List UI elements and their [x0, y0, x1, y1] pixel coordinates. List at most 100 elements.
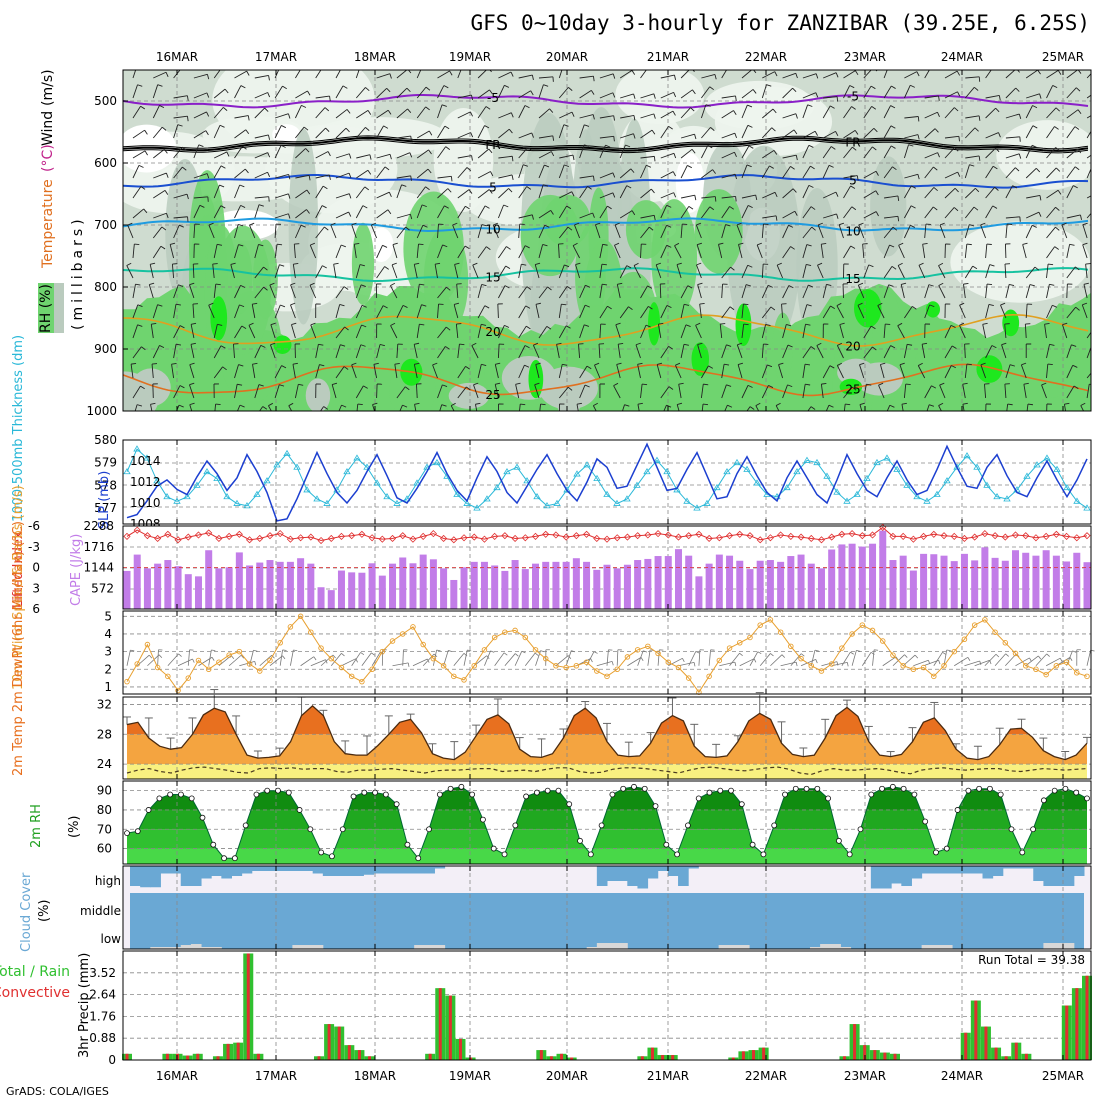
wind-barb-flag — [966, 243, 972, 246]
wind-speed-marker — [1063, 659, 1070, 665]
wind-barb-flag — [1049, 343, 1055, 346]
wind-barb-flag — [206, 173, 210, 179]
wind-barb — [189, 284, 195, 299]
wind-barb — [924, 128, 936, 139]
high-cloud-bar — [404, 866, 415, 874]
wind-barb-flag — [1034, 266, 1040, 271]
surface-wind-barb — [177, 658, 193, 667]
low-cloud-bar — [728, 945, 740, 949]
wind-barb-flag — [649, 67, 653, 70]
surface-wind-barb-flag — [282, 649, 287, 651]
wind-barb-flag — [994, 186, 999, 191]
lifted-index-marker — [583, 530, 591, 538]
wind-barb-flag — [729, 306, 735, 311]
wind-barb — [721, 110, 734, 119]
cape-bar — [194, 576, 202, 609]
lifted-index-marker — [562, 533, 570, 541]
wind-barb — [193, 173, 208, 179]
wind-barb-flag — [419, 283, 425, 286]
wind-barb — [959, 305, 966, 319]
wind-barb — [660, 205, 668, 219]
rh-dry-region — [996, 120, 1091, 190]
thickness-marker — [973, 463, 981, 470]
pressure-tick-label: 900 — [94, 342, 117, 356]
rh-marker — [361, 789, 368, 796]
rh-marker — [404, 841, 411, 848]
wind-barb-flag — [880, 362, 886, 365]
wind-barb-flag — [544, 164, 550, 168]
wind-barb-flag — [361, 304, 367, 308]
surface-wind-barb-flag — [734, 662, 737, 667]
cape-tick-label: 1716 — [83, 540, 114, 554]
lifted-index-marker — [1042, 532, 1050, 540]
wind-barb — [965, 155, 980, 159]
wind-barb-flag — [866, 383, 872, 386]
precip-convective-bar — [994, 1047, 998, 1060]
low-cloud-bar — [738, 945, 750, 949]
wind-barb-flag — [564, 164, 570, 168]
wind-barb-flag — [504, 285, 510, 289]
wind-barb — [518, 325, 527, 339]
cape-bar — [174, 566, 182, 609]
lifted-index-marker — [450, 536, 458, 544]
low-cloud-bar — [1053, 943, 1065, 949]
wind-speed-marker — [1022, 662, 1029, 669]
wind-barb — [416, 149, 429, 159]
wind-barb — [190, 324, 195, 339]
cape-bar — [797, 554, 805, 609]
rh-tick-label: 80 — [97, 803, 112, 817]
wind-barb — [290, 284, 296, 299]
wind-barb — [150, 404, 153, 411]
wind-barb — [959, 325, 966, 339]
wind-barb-flag — [137, 324, 143, 327]
cloud-axis-label: Cloud Cover — [19, 872, 34, 952]
cape-bar — [348, 572, 356, 609]
wind-barb-flag — [239, 404, 245, 408]
lifted-index-marker — [174, 536, 182, 544]
wind-barb-flag — [567, 386, 573, 391]
wind-barb — [980, 364, 987, 379]
wind-barb-flag — [666, 204, 672, 208]
wind-barb-flag — [135, 283, 141, 286]
high-cloud-bar — [657, 866, 669, 871]
surface-wind-barb — [187, 649, 190, 666]
wind-barb — [295, 70, 301, 79]
cape-bar — [1042, 550, 1050, 609]
wind-speed-marker — [410, 624, 416, 630]
wind-barb-flag — [592, 114, 595, 120]
wind-barb-flag — [648, 306, 653, 310]
rh-marker — [372, 789, 378, 796]
wind-barb — [518, 105, 526, 119]
cape-bar — [899, 555, 907, 609]
rh-marker — [836, 837, 842, 844]
wind-barb-flag — [734, 133, 737, 139]
slp-line — [126, 442, 1088, 522]
wind-barb — [193, 130, 207, 139]
rh-marker — [1019, 849, 1026, 856]
wind-barb-flag — [612, 73, 616, 79]
surface-wind-barb — [432, 649, 437, 666]
wind-barb — [437, 384, 443, 399]
wind-barb — [274, 145, 282, 159]
rh-marker — [782, 791, 788, 798]
wind-barb — [700, 104, 707, 119]
cape-tick-label: 2288 — [83, 519, 114, 533]
wind-barb — [823, 191, 837, 199]
wind-barb-flag — [1018, 153, 1022, 159]
lifted-index-marker — [388, 534, 397, 543]
wind-speed-marker — [512, 627, 518, 634]
wind-barb — [335, 172, 350, 179]
wind-barb-flag — [613, 382, 619, 387]
wind-barb — [944, 70, 958, 79]
precip-convective-bar — [762, 1047, 766, 1060]
surface-wind-barb — [770, 654, 783, 667]
wind-barb-flag — [222, 366, 227, 371]
wind-barb-flag — [151, 322, 157, 325]
wind-barb — [1086, 212, 1091, 219]
wind-barb — [843, 129, 856, 139]
cape-bar — [266, 560, 274, 609]
wind-barb — [657, 324, 662, 339]
wind-barb — [376, 153, 391, 159]
wind-barb-flag — [677, 402, 683, 405]
lifted-index-marker — [276, 530, 284, 538]
